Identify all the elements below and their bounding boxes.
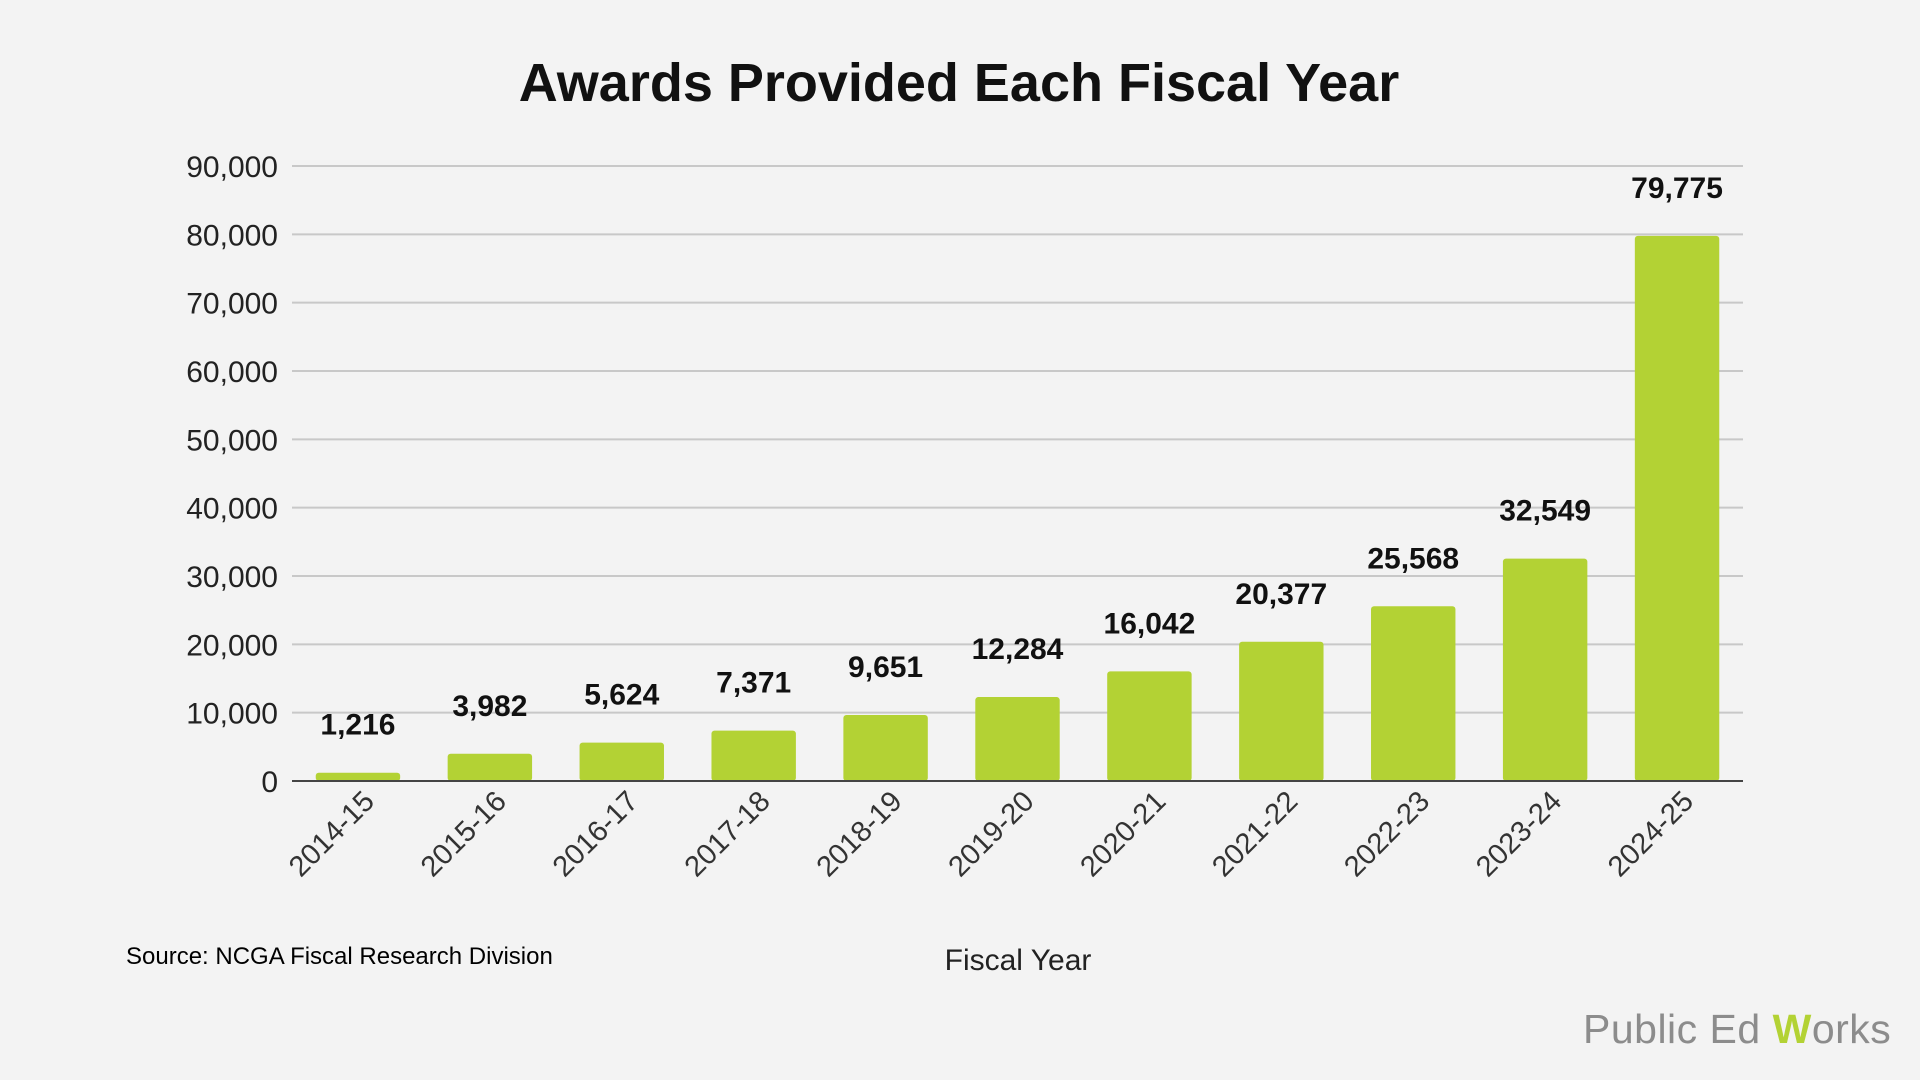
data-label: 79,775: [1631, 172, 1723, 205]
bars: [315, 235, 1720, 781]
data-label: 1,216: [320, 709, 395, 742]
bar: [579, 742, 664, 781]
bar: [1371, 606, 1456, 781]
data-label: 12,284: [972, 633, 1064, 666]
data-label: 3,982: [452, 690, 527, 723]
brand-prefix: Public Ed: [1583, 1006, 1773, 1052]
bar: [975, 697, 1060, 781]
chart-title: Awards Provided Each Fiscal Year: [519, 53, 1399, 113]
data-label: 16,042: [1104, 607, 1196, 640]
bar: [1502, 558, 1588, 781]
data-label: 5,624: [584, 679, 659, 712]
y-tick-label: 20,000: [186, 629, 278, 662]
bar: [447, 753, 533, 781]
brand-logo: Public Ed Works: [1583, 1006, 1891, 1053]
y-tick-label: 60,000: [186, 356, 278, 389]
data-label: 7,371: [716, 667, 791, 700]
y-tick-label: 70,000: [186, 288, 278, 321]
chart-card: [124, 0, 1724, 1040]
bar: [315, 772, 401, 781]
data-label: 9,651: [848, 651, 923, 684]
source-note: Source: NCGA Fiscal Research Division: [126, 943, 553, 970]
y-tick-label: 10,000: [186, 698, 278, 731]
y-tick-label: 90,000: [186, 151, 278, 184]
bar: [1107, 671, 1192, 781]
y-tick-label: 0: [261, 766, 278, 799]
bar: [1634, 235, 1720, 781]
y-tick-label: 40,000: [186, 493, 278, 526]
brand-suffix: orks: [1811, 1006, 1892, 1052]
bar: [843, 715, 928, 781]
y-tick-label: 80,000: [186, 219, 278, 252]
data-label: 32,549: [1499, 495, 1591, 528]
data-label: 25,568: [1367, 542, 1459, 575]
data-labels: 1,216 3,982 5,624 7,371 9,651 12,284 16,042 20,…: [320, 172, 1723, 742]
gridlines: [292, 165, 1743, 714]
y-tick-label: 30,000: [186, 561, 278, 594]
data-label: 20,377: [1235, 578, 1327, 611]
bar: [1239, 641, 1324, 781]
y-tick-label: 50,000: [186, 424, 278, 457]
x-axis-title: Fiscal Year: [945, 944, 1092, 977]
y-axis-tick-labels: 0 10,000 20,000 30,000 40,000 50,000 60,000 70,…: [186, 151, 278, 799]
brand-w: W: [1772, 1006, 1812, 1052]
bar: [711, 730, 796, 781]
